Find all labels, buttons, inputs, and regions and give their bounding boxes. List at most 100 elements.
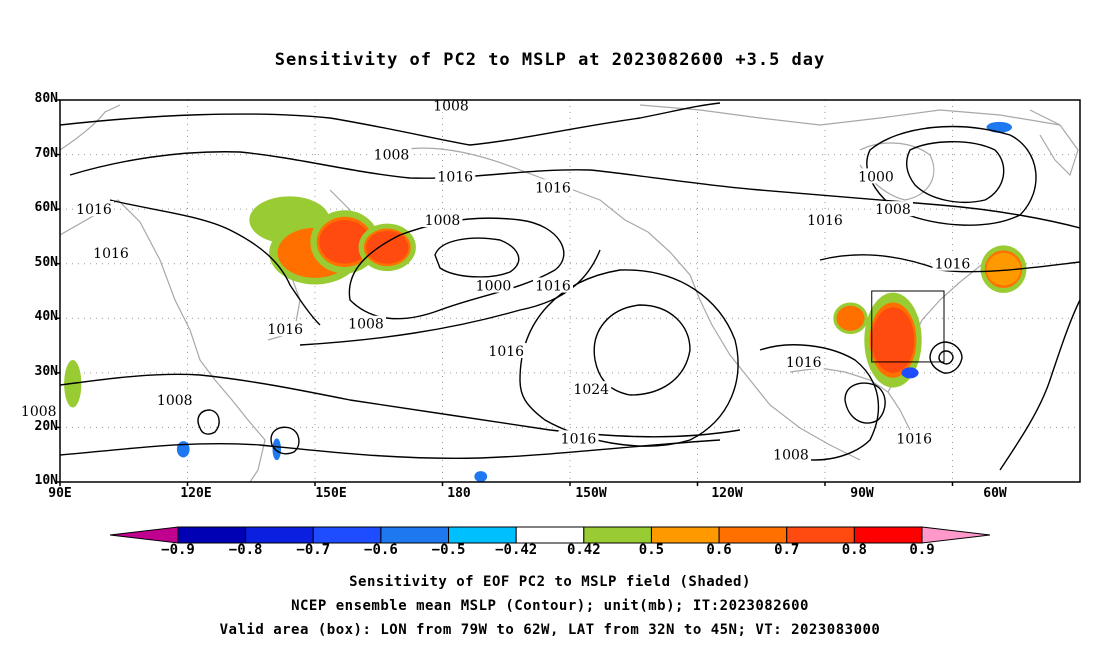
colorbar-tick-label: −0.7 xyxy=(296,542,331,558)
contour-label-bg xyxy=(473,277,514,293)
contour-label-bg xyxy=(371,146,412,162)
contour-1000-aleutian xyxy=(434,237,520,278)
contour-label: 1008 xyxy=(374,148,410,164)
lat-label-20n: 20N xyxy=(34,419,58,434)
colorbar-tick-label: 0.7 xyxy=(774,542,800,558)
lon-label-60w: 60W xyxy=(983,486,1007,501)
contour-label-bg xyxy=(771,446,811,462)
valid-area-box xyxy=(871,290,945,363)
sensitivity-patch xyxy=(272,438,281,461)
chart-title: Sensitivity of PC2 to MSLP at 2023082600… xyxy=(274,50,826,70)
sensitivity-patch xyxy=(986,252,1021,286)
contour-label: 1008 xyxy=(433,98,469,114)
contour-1008-labrador xyxy=(866,125,1037,226)
contour-label-bg xyxy=(571,381,612,397)
contour-1016-pacific xyxy=(299,249,601,346)
sensitivity-patch xyxy=(901,367,919,379)
contour-label: 1008 xyxy=(875,202,911,218)
contour-label: 1016 xyxy=(561,431,597,447)
lon-label-90w: 90W xyxy=(850,486,874,501)
lon-label-150e: 150E xyxy=(315,486,347,501)
coastline-north-america-west xyxy=(647,231,861,461)
colorbar-tick-label: −0.42 xyxy=(495,542,538,558)
contour-1008-north xyxy=(60,102,721,146)
contour-label-bg xyxy=(805,212,845,228)
sensitivity-shading xyxy=(64,121,1027,482)
sensitivity-patch xyxy=(837,307,864,330)
contour-label: 1016 xyxy=(807,213,843,229)
sensitivity-patch xyxy=(871,307,915,373)
lon-label-120e: 120E xyxy=(180,486,212,501)
contour-label: 1016 xyxy=(935,257,971,273)
colorbar-tick-label: −0.6 xyxy=(364,542,398,558)
contour-1016-west xyxy=(109,199,321,326)
contour-label-bg xyxy=(154,392,195,408)
lat-label-30n: 30N xyxy=(34,364,58,379)
contour-labels: 1008 1008 1016 1016 1016 1016 1000 1008 1008 1016… xyxy=(18,97,973,464)
contour-label: 1000 xyxy=(858,169,894,185)
contour-1016-north xyxy=(69,151,1080,229)
contour-hurricane-inner xyxy=(938,350,954,365)
colorbar-tick-label: 0.9 xyxy=(909,542,935,558)
contour-label-bg xyxy=(18,403,59,419)
contour-label-bg xyxy=(74,201,114,217)
colorbar-tick-label: −0.9 xyxy=(161,542,195,558)
contour-1008-aleutian xyxy=(348,217,565,320)
footer-line-3: Valid area (box): LON from 79W to 62W, L… xyxy=(219,622,881,638)
contour-label: 1016 xyxy=(267,322,303,338)
lat-label-10n: 10N xyxy=(34,473,58,488)
contour-low-150e xyxy=(270,426,300,455)
contour-label: 1016 xyxy=(786,355,822,371)
lat-label-70n: 70N xyxy=(34,146,58,161)
graticule xyxy=(60,100,1080,482)
coastline-greenland xyxy=(1029,109,1079,177)
colorbar-tick-label: −0.5 xyxy=(431,542,466,558)
lat-label-50n: 50N xyxy=(34,255,58,270)
contour-label-bg xyxy=(856,168,896,184)
axis-ticks xyxy=(56,99,954,486)
contour-label-bg xyxy=(533,277,573,293)
contour-label: 1008 xyxy=(773,448,809,464)
contour-label: 1016 xyxy=(93,246,129,262)
contour-label-bg xyxy=(894,430,935,446)
contour-label-bg xyxy=(346,315,386,331)
sensitivity-patch xyxy=(176,441,190,458)
lat-label-60n: 60N xyxy=(34,200,58,215)
coastlines xyxy=(60,104,1079,482)
contour-hurricane-outer xyxy=(929,341,963,374)
colorbar-tick-label: 0.5 xyxy=(638,542,665,558)
contour-label: 1024 xyxy=(573,382,609,398)
contour-label: 1016 xyxy=(488,344,524,360)
colorbar-tick-label: 0.42 xyxy=(566,542,601,558)
lon-label-150w: 150W xyxy=(575,486,607,501)
contour-label-bg xyxy=(431,97,471,113)
contour-label: 1008 xyxy=(348,317,384,333)
contour-label: 1008 xyxy=(157,393,193,409)
contour-label-bg xyxy=(873,201,913,217)
contour-label-bg xyxy=(783,353,824,369)
contour-label-bg xyxy=(533,179,573,195)
contour-1016-gulf xyxy=(759,344,880,461)
sensitivity-patch xyxy=(319,220,371,264)
contour-label: 1016 xyxy=(535,279,571,295)
lon-label-180: 180 xyxy=(447,486,471,501)
contour-label: 1016 xyxy=(896,431,932,447)
sensitivity-patch xyxy=(366,230,409,264)
contour-label-bg xyxy=(932,255,973,271)
contour-label-bg xyxy=(435,168,476,184)
colorbar-tick-label: −0.8 xyxy=(228,542,263,558)
contour-label: 1016 xyxy=(535,180,571,196)
contour-low-caribbean xyxy=(844,382,886,424)
contour-1016-high xyxy=(519,269,739,447)
contour-label: 1008 xyxy=(21,404,57,420)
contour-low-120e xyxy=(197,409,220,435)
sensitivity-patch xyxy=(986,121,1012,133)
contour-label-bg xyxy=(558,430,599,446)
sensitivity-patch xyxy=(474,471,488,482)
lat-label-40n: 40N xyxy=(34,309,58,324)
contour-1008-subtropic xyxy=(60,373,741,438)
contour-label: 1016 xyxy=(437,169,473,185)
contour-label-bg xyxy=(91,244,131,260)
contour-label: 1000 xyxy=(476,279,512,295)
